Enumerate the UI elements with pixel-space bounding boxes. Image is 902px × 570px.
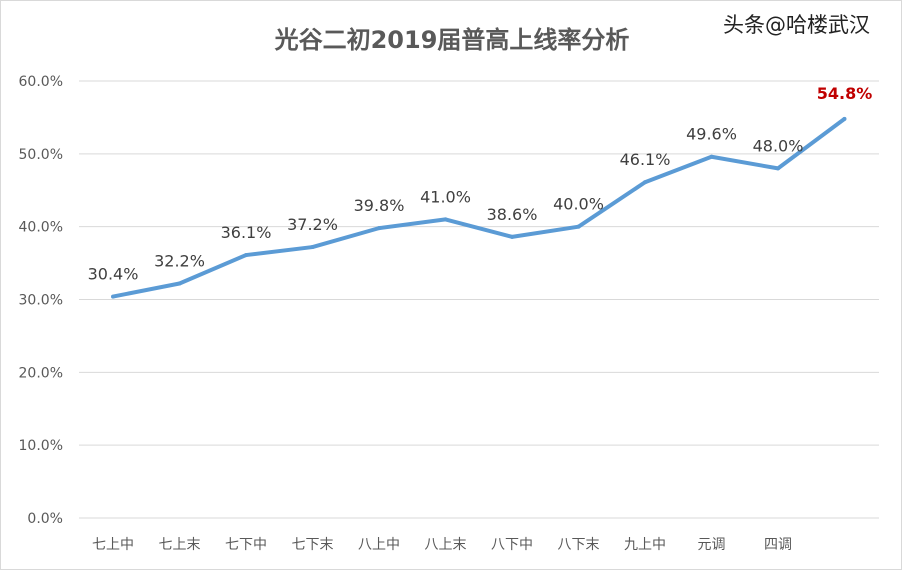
data-point <box>310 245 315 250</box>
data-label: 40.0% <box>553 195 604 214</box>
data-label: 49.6% <box>686 125 737 144</box>
x-tick-label: 元调 <box>698 537 726 553</box>
data-label: 54.8% <box>817 84 873 103</box>
data-label: 32.2% <box>154 251 205 270</box>
data-point <box>643 180 647 185</box>
data-point <box>842 116 847 121</box>
data-point <box>576 224 581 229</box>
x-tick-label: 七上中 <box>92 537 134 553</box>
data-point <box>510 234 514 239</box>
data-point <box>377 226 381 231</box>
series-line <box>112 117 846 299</box>
x-tick-label: 八上中 <box>358 537 400 553</box>
data-point <box>177 281 182 286</box>
x-tick-label: 四调 <box>764 537 792 553</box>
data-label: 41.0% <box>420 187 471 206</box>
data-label: 37.2% <box>287 215 338 234</box>
data-label: 48.0% <box>753 136 804 155</box>
chart-title: 光谷二初2019届普高上线率分析 <box>274 26 630 54</box>
data-label: 39.8% <box>354 196 405 215</box>
x-tick-label: 七下末 <box>292 537 334 553</box>
x-tick-label: 九上中 <box>624 537 666 553</box>
y-tick-label: 0.0% <box>27 511 63 527</box>
data-point <box>709 154 714 159</box>
x-tick-label: 七下中 <box>225 537 267 553</box>
x-tick-label: 八下中 <box>491 537 533 553</box>
data-label: 38.6% <box>487 205 538 224</box>
y-tick-label: 20.0% <box>19 365 63 381</box>
y-tick-label: 40.0% <box>19 220 63 236</box>
data-point <box>111 294 115 299</box>
data-point <box>443 217 448 222</box>
data-point <box>776 166 780 171</box>
x-tick-label: 八上末 <box>425 537 467 553</box>
data-label: 30.4% <box>88 265 139 284</box>
y-tick-label: 10.0% <box>19 438 63 454</box>
y-tick-label: 50.0% <box>19 147 63 163</box>
x-tick-label: 八下末 <box>558 537 600 553</box>
watermark: 头条@哈楼武汉 <box>723 13 870 37</box>
data-label: 46.1% <box>620 150 671 169</box>
data-point <box>244 253 248 258</box>
x-tick-label: 七上末 <box>159 537 201 553</box>
y-tick-label: 60.0% <box>19 74 63 90</box>
y-tick-label: 30.0% <box>19 293 63 309</box>
data-label: 36.1% <box>221 223 272 242</box>
